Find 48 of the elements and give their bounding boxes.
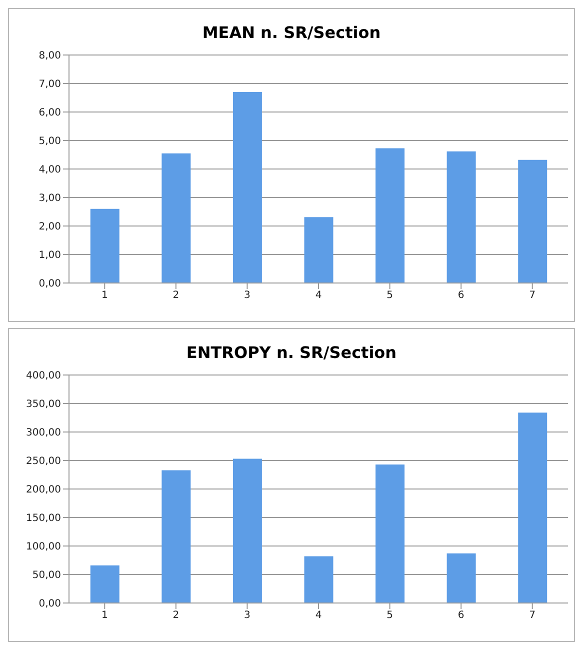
x-tick-label: 3 (244, 290, 250, 302)
y-tick-label: 0,00 (38, 278, 61, 290)
x-tick-label: 2 (172, 610, 180, 622)
y-tick-label: 100,00 (26, 542, 61, 553)
x-tick-label: 2 (172, 290, 180, 302)
bar (232, 458, 262, 603)
bar (518, 412, 548, 603)
y-tick-label: 0,00 (38, 598, 61, 610)
chart-title: ENTROPY n. SR/Section (185, 342, 398, 364)
x-tick-label: 7 (529, 290, 536, 302)
chart-title: MEAN n. SR/Section (201, 22, 382, 44)
x-tick-label: 4 (315, 290, 322, 302)
x-tick-label: 6 (458, 610, 464, 622)
y-tick-label: 300,00 (26, 428, 61, 439)
x-tick-label: 6 (458, 290, 464, 302)
y-tick-label: 2,00 (38, 222, 61, 233)
y-tick-label: 1,00 (38, 250, 61, 262)
y-tick-label: 250,00 (26, 456, 61, 468)
y-tick-label: 50,00 (32, 570, 61, 582)
bar (162, 153, 191, 283)
x-tick-label: 7 (529, 610, 536, 622)
bar (304, 217, 334, 283)
y-tick-label: 150,00 (26, 513, 61, 524)
x-tick-label: 3 (244, 610, 250, 622)
x-tick-label: 4 (315, 610, 322, 622)
bar (376, 464, 405, 603)
bar (376, 148, 405, 283)
x-tick-label: 5 (386, 610, 393, 622)
y-tick-label: 4,00 (38, 164, 61, 176)
y-tick-label: 6,00 (38, 108, 61, 119)
bar (90, 208, 120, 283)
bar (90, 565, 120, 603)
x-tick-label: 1 (101, 610, 108, 622)
bar (162, 470, 191, 603)
x-tick-label: 5 (386, 290, 393, 302)
y-tick-label: 200,00 (26, 484, 61, 496)
y-tick-label: 7,00 (38, 79, 61, 90)
y-tick-label: 3,00 (38, 193, 61, 204)
bar (304, 556, 334, 603)
bar (232, 92, 262, 283)
x-tick-label: 1 (101, 290, 108, 302)
y-tick-label: 8,00 (38, 50, 61, 62)
y-tick-label: 350,00 (26, 399, 61, 410)
bar (446, 553, 476, 603)
bar (518, 160, 548, 283)
y-tick-label: 5,00 (38, 136, 61, 148)
y-tick-label: 400,00 (26, 370, 61, 382)
bar (446, 151, 476, 283)
